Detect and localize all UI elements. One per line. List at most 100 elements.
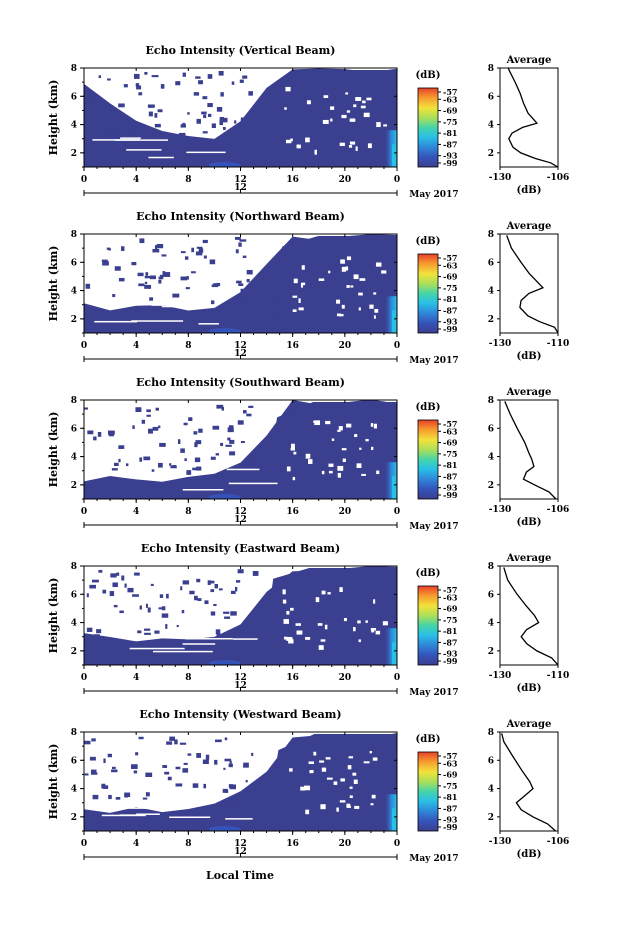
echo-cell: [162, 765, 168, 768]
date-axis-label: 12: [234, 847, 247, 857]
echo-cell: [159, 594, 164, 598]
echo-cell: [110, 573, 117, 578]
echo-cell: [216, 107, 223, 112]
echo-gap: [331, 438, 335, 441]
echo-gap: [300, 282, 304, 288]
average-profile-line: [503, 567, 559, 666]
echo-cell: [230, 611, 237, 616]
echo-gap: [339, 587, 343, 593]
echo-cell: [98, 75, 102, 79]
echo-cell: [196, 246, 203, 249]
echo-cell: [116, 572, 120, 576]
echo-cell: [154, 113, 158, 118]
echo-cell: [149, 297, 154, 301]
echo-cell: [179, 742, 187, 745]
echo-cell: [130, 764, 138, 769]
echo-cell: [148, 428, 153, 434]
echo-gap: [341, 448, 347, 451]
echo-cell: [172, 465, 177, 468]
echo-gap: [349, 118, 356, 122]
date-label: May 2017: [409, 356, 458, 366]
echo-cell: [237, 569, 244, 574]
echo-gap: [290, 138, 293, 142]
echo-gap: [115, 139, 168, 141]
colorbar-tick-label: -63: [443, 592, 458, 602]
strong-echo: [392, 808, 397, 831]
echo-gap: [336, 299, 341, 304]
echo-cell: [251, 752, 254, 756]
echo-cell: [92, 794, 99, 800]
echo-cell: [202, 131, 208, 134]
echo-cell: [156, 244, 164, 249]
echo-cell: [207, 113, 212, 117]
echo-cell: [224, 616, 230, 619]
echo-cell: [142, 797, 148, 800]
echo-cell: [135, 752, 139, 756]
echo-gap: [290, 607, 294, 611]
panel-title: Echo Intensity (Westward Beam): [139, 708, 341, 721]
echo-gap: [358, 292, 363, 296]
echo-cell: [124, 583, 127, 588]
x-tick-label: 12: [234, 839, 247, 849]
echo-cell: [107, 430, 115, 435]
y-tick-label: 2: [71, 149, 77, 159]
echo-gap: [342, 458, 346, 462]
echo-gap: [371, 794, 376, 799]
colorbar-tick-label: -69: [443, 770, 458, 780]
panel-0: Echo Intensity (Vertical Beam) 2 4 6 8 Height…: [47, 44, 569, 200]
echo-cell: [163, 272, 171, 277]
echo-cell: [236, 580, 241, 583]
colorbar-tick-label: -93: [443, 317, 458, 327]
average-panel: Average 2 4 6 8 -130 -106 (dB): [488, 387, 570, 528]
echo-cell: [118, 277, 125, 282]
echo-gap: [339, 313, 344, 317]
x-tick-label: 16: [286, 175, 299, 185]
echo-cell: [145, 272, 149, 276]
echo-gap: [148, 156, 174, 159]
echo-gap: [325, 757, 331, 760]
echo-cell: [135, 407, 142, 412]
echo-gap: [292, 295, 298, 298]
echo-gap: [318, 645, 324, 650]
x-tick-label: 16: [286, 507, 299, 517]
colorbar-tick-label: -87: [443, 305, 457, 315]
colorbar-tick-label: -75: [443, 117, 457, 127]
echo-cell: [193, 431, 198, 435]
x-tick-label: 0: [81, 507, 87, 517]
echo-gap: [355, 146, 358, 151]
colorbar-unit: (dB): [416, 734, 441, 745]
echo-gap: [374, 308, 379, 313]
echo-cell: [204, 600, 209, 605]
echo-cell: [215, 629, 221, 635]
echo-cell: [107, 753, 112, 758]
x-tick-label: 8: [185, 175, 191, 185]
strong-echo: [392, 310, 397, 333]
echo-gap: [306, 100, 311, 105]
average-x-label: (dB): [517, 185, 542, 196]
echo-cell: [88, 94, 92, 99]
x-tick-label: 12: [234, 175, 247, 185]
echo-cell: [212, 425, 220, 430]
echo-cell: [183, 422, 188, 426]
y-tick-label: 6: [71, 756, 77, 766]
echo-gap: [313, 420, 317, 423]
echo-cell: [180, 124, 186, 128]
echo-cell: [180, 276, 187, 281]
echo-gap: [320, 639, 326, 642]
echo-cell: [213, 603, 217, 607]
echo-cell: [145, 772, 153, 777]
echo-cell: [102, 785, 109, 789]
echo-gap: [182, 464, 214, 466]
echo-cell: [210, 589, 215, 593]
colorbar-tick-label: -69: [443, 106, 458, 116]
average-x-tick-label: -130: [489, 339, 512, 349]
echo-cell: [238, 283, 244, 287]
echo-cell: [203, 255, 207, 259]
echo-gap: [282, 599, 287, 604]
echo-cell: [158, 279, 162, 284]
echo-cell: [174, 739, 178, 745]
echo-cell: [84, 773, 89, 776]
echo-cell: [169, 736, 176, 741]
echo-gap: [354, 805, 360, 809]
